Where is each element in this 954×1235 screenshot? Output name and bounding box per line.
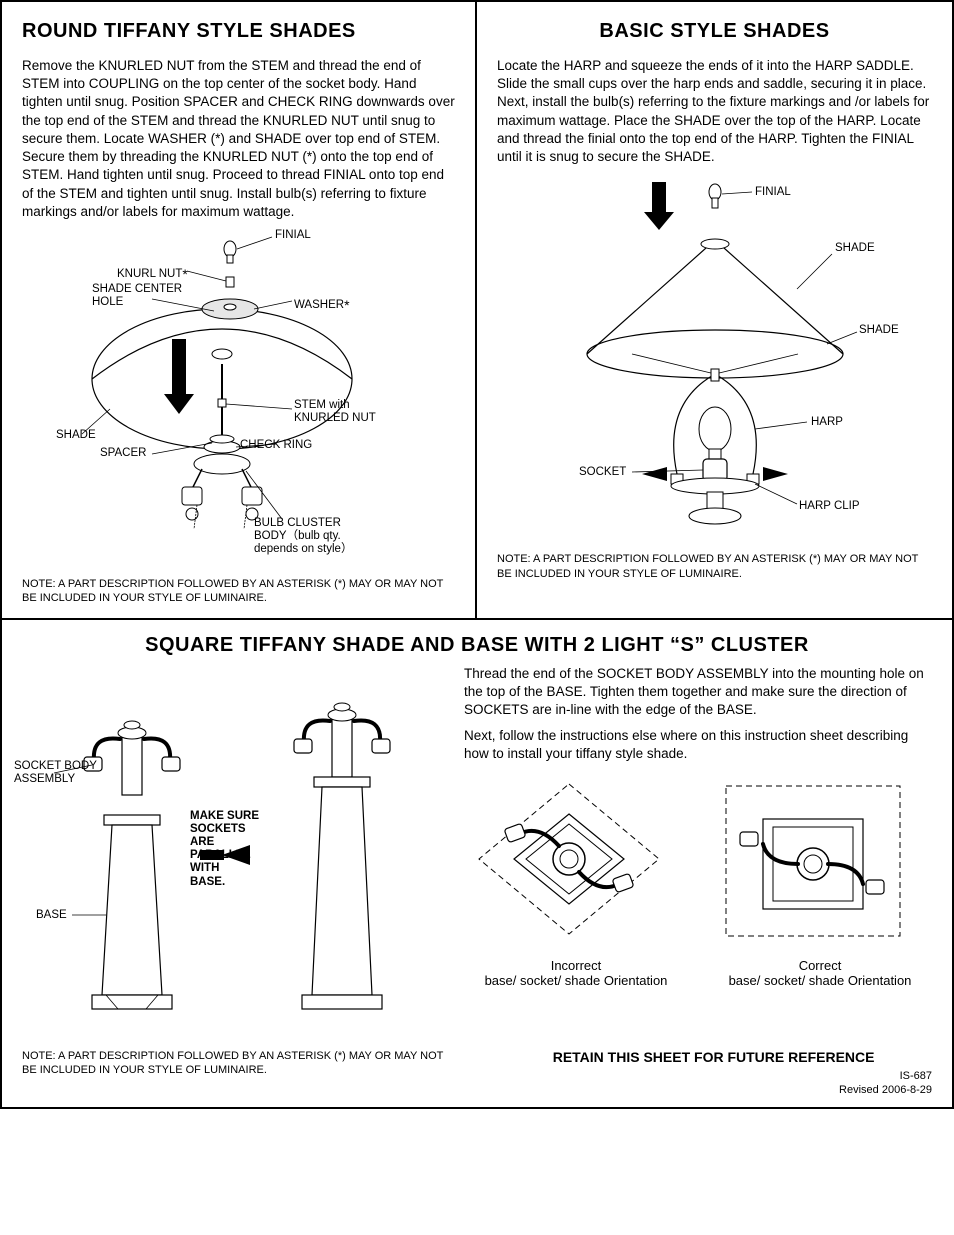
square-note: NOTE: A PART DESCRIPTION FOLLOWED BY AN … (22, 1049, 459, 1078)
label-spacer: SPACER (100, 447, 146, 460)
label-finial-b: FINIAL (755, 186, 791, 199)
square-content: SOCKET BODY ASSEMBLY BASE MAKE SURE SOCK… (22, 665, 932, 1035)
square-left-diagram: SOCKET BODY ASSEMBLY BASE MAKE SURE SOCK… (22, 665, 454, 1035)
square-title: SQUARE TIFFANY SHADE AND BASE WITH 2 LIG… (22, 634, 932, 657)
square-body2: Next, follow the instructions else where… (464, 727, 932, 763)
correct-svg (708, 774, 918, 954)
revised-date: Revised 2006-8-29 (839, 1084, 932, 1096)
correct-orientation: Correct base/ socket/ shade Orientation (708, 774, 932, 989)
orientation-row: Incorrect base/ socket/ shade Orientatio… (464, 774, 932, 989)
retain-notice: RETAIN THIS SHEET FOR FUTURE REFERENCE (495, 1049, 932, 1065)
label-bulb-cluster: BULB CLUSTER BODY（bulb qty. depends on s… (254, 517, 352, 557)
section-square-tiffany: SQUARE TIFFANY SHADE AND BASE WITH 2 LIG… (2, 620, 952, 1108)
label-shade-b1: SHADE (835, 242, 875, 255)
basic-note: NOTE: A PART DESCRIPTION FOLLOWED BY AN … (497, 552, 932, 581)
label-make-sure: MAKE SURE SOCKETS ARE PARALLEL WITH BASE… (190, 810, 259, 889)
section-round-tiffany: ROUND TIFFANY STYLE SHADES Remove the KN… (2, 2, 477, 618)
incorrect-svg (464, 774, 674, 954)
label-stem: STEM with KNURLED NUT (294, 399, 376, 425)
label-knurl-nut: KNURL NUT* (117, 264, 188, 281)
label-socket-body-assembly: SOCKET BODY ASSEMBLY (14, 760, 97, 786)
square-right: Thread the end of the SOCKET BODY ASSEMB… (464, 665, 932, 1035)
basic-diagram-svg (497, 174, 927, 544)
square-body1: Thread the end of the SOCKET BODY ASSEMB… (464, 665, 932, 720)
round-title: ROUND TIFFANY STYLE SHADES (22, 20, 455, 43)
round-note: NOTE: A PART DESCRIPTION FOLLOWED BY AN … (22, 577, 455, 606)
label-finial: FINIAL (275, 229, 311, 242)
label-shade: SHADE (56, 429, 96, 442)
label-shade-b2: SHADE (859, 324, 899, 337)
label-socket: SOCKET (579, 466, 626, 479)
label-base: BASE (36, 909, 67, 922)
label-harp: HARP (811, 416, 843, 429)
instruction-sheet: ROUND TIFFANY STYLE SHADES Remove the KN… (0, 0, 954, 1109)
label-washer: WASHER* (294, 295, 350, 312)
footer-meta: IS-687 Revised 2006-8-29 (495, 1069, 932, 1098)
basic-diagram: FINIAL SHADE SHADE HARP SOCKET HARP CLIP (497, 174, 932, 544)
incorrect-orientation: Incorrect base/ socket/ shade Orientatio… (464, 774, 688, 989)
section-basic-style: BASIC STYLE SHADES Locate the HARP and s… (477, 2, 952, 618)
label-check-ring: CHECK RING (240, 439, 312, 452)
label-shade-center-hole: SHADE CENTER HOLE (92, 283, 182, 309)
incorrect-caption: Incorrect base/ socket/ shade Orientatio… (464, 958, 688, 989)
basic-body: Locate the HARP and squeeze the ends of … (497, 57, 932, 166)
round-body: Remove the KNURLED NUT from the STEM and… (22, 57, 455, 221)
basic-title: BASIC STYLE SHADES (497, 20, 932, 43)
doc-id: IS-687 (900, 1070, 932, 1082)
top-row: ROUND TIFFANY STYLE SHADES Remove the KN… (2, 2, 952, 620)
label-harp-clip: HARP CLIP (799, 500, 860, 513)
correct-caption: Correct base/ socket/ shade Orientation (708, 958, 932, 989)
round-diagram-svg (22, 229, 452, 569)
round-diagram: FINIAL KNURL NUT* SHADE CENTER HOLE WASH… (22, 229, 455, 569)
